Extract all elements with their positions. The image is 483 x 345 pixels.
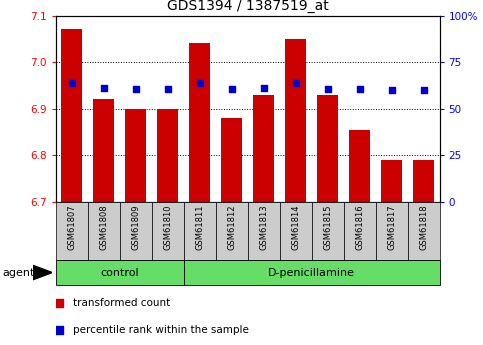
Text: GSM61809: GSM61809 <box>131 205 140 250</box>
Bar <box>253 95 274 202</box>
Text: GSM61810: GSM61810 <box>163 205 172 250</box>
Bar <box>215 202 248 260</box>
Bar <box>61 29 82 202</box>
Text: control: control <box>100 268 139 277</box>
Point <box>260 86 268 91</box>
Text: GSM61813: GSM61813 <box>259 205 268 250</box>
Point <box>227 86 235 91</box>
Bar <box>56 260 184 285</box>
Bar <box>317 95 338 202</box>
Text: transformed count: transformed count <box>73 298 170 308</box>
Text: GSM61815: GSM61815 <box>323 205 332 250</box>
Bar <box>93 99 114 202</box>
Bar <box>285 39 306 202</box>
Bar <box>408 202 440 260</box>
Bar <box>343 202 376 260</box>
Bar <box>189 43 210 202</box>
Bar <box>381 160 402 202</box>
Text: GSM61816: GSM61816 <box>355 205 364 250</box>
Bar <box>157 109 178 202</box>
Text: GSM61808: GSM61808 <box>99 205 108 250</box>
Bar <box>87 202 120 260</box>
Point <box>292 80 299 85</box>
Polygon shape <box>33 265 52 280</box>
Point <box>324 86 331 91</box>
Text: D-penicillamine: D-penicillamine <box>268 268 355 277</box>
Text: GSM61807: GSM61807 <box>67 205 76 250</box>
Text: GSM61818: GSM61818 <box>419 205 428 250</box>
Point <box>99 85 107 90</box>
Text: GSM61814: GSM61814 <box>291 205 300 250</box>
Bar <box>312 202 343 260</box>
Point <box>132 86 140 91</box>
Bar <box>120 202 152 260</box>
Bar <box>152 202 184 260</box>
Text: agent: agent <box>2 268 35 277</box>
Bar <box>221 118 242 202</box>
Bar <box>56 202 87 260</box>
Point <box>420 87 427 93</box>
Bar <box>184 202 215 260</box>
Text: GSM61812: GSM61812 <box>227 205 236 250</box>
Point <box>164 86 171 92</box>
Point <box>355 86 363 92</box>
Bar <box>184 260 440 285</box>
Point <box>56 327 63 333</box>
Point <box>196 80 203 86</box>
Bar <box>280 202 312 260</box>
Text: GSM61811: GSM61811 <box>195 205 204 250</box>
Text: GSM61817: GSM61817 <box>387 205 396 250</box>
Bar <box>349 130 370 202</box>
Bar <box>376 202 408 260</box>
Bar <box>125 109 146 202</box>
Point <box>56 300 63 306</box>
Text: percentile rank within the sample: percentile rank within the sample <box>73 325 249 335</box>
Bar <box>248 202 280 260</box>
Point <box>68 80 75 86</box>
Bar <box>413 160 434 202</box>
Point <box>388 87 396 93</box>
Title: GDS1394 / 1387519_at: GDS1394 / 1387519_at <box>167 0 328 13</box>
